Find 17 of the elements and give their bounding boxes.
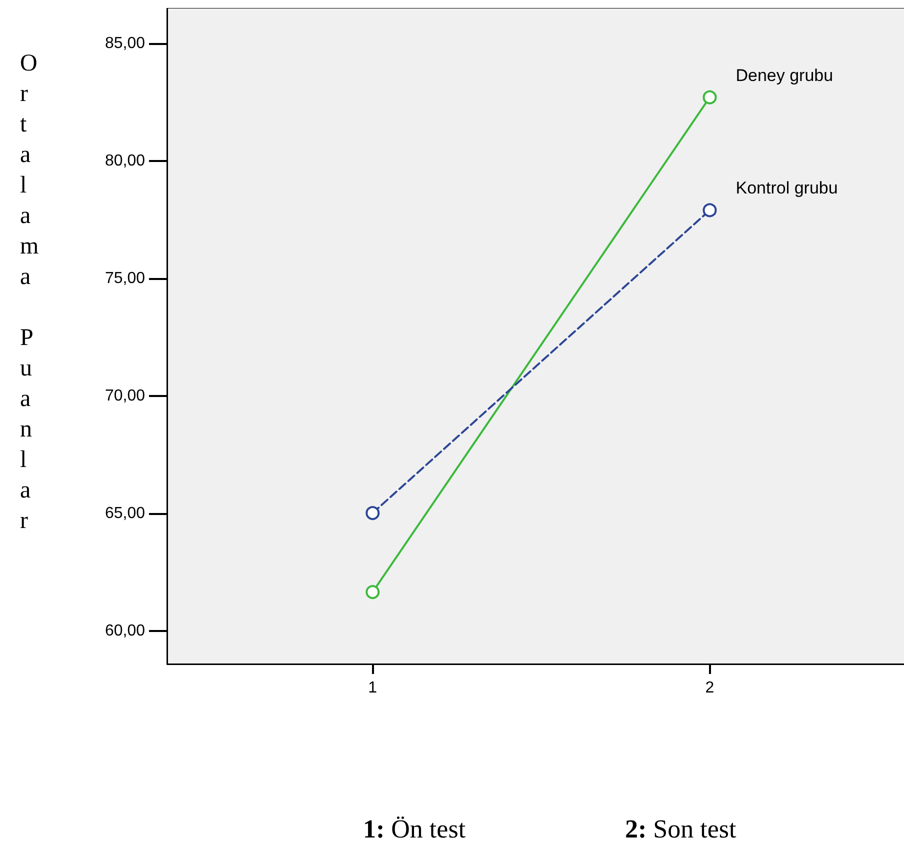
series-label: Deney grubu <box>736 66 834 85</box>
point <box>366 585 380 600</box>
y-tick-label: 60,00 <box>104 622 146 640</box>
point <box>702 203 717 218</box>
text: 2: Son test <box>625 814 737 844</box>
y-tick-label: 75,00 <box>104 270 146 287</box>
point <box>366 506 380 520</box>
text: Ortalama Puanlar <box>20 50 39 534</box>
y-tick-label: 70,00 <box>104 387 146 404</box>
y-tick-label: 85,00 <box>104 34 146 52</box>
series-label: Kontrol grubu <box>736 178 838 198</box>
text: 1: Ön test <box>363 814 466 844</box>
x-tick-label: 2 <box>705 680 714 696</box>
y-tick-label: 80,00 <box>104 152 146 170</box>
y-tick-label: 65,00 <box>104 505 146 522</box>
x-tick-label: 1 <box>368 680 378 696</box>
point <box>702 90 717 104</box>
